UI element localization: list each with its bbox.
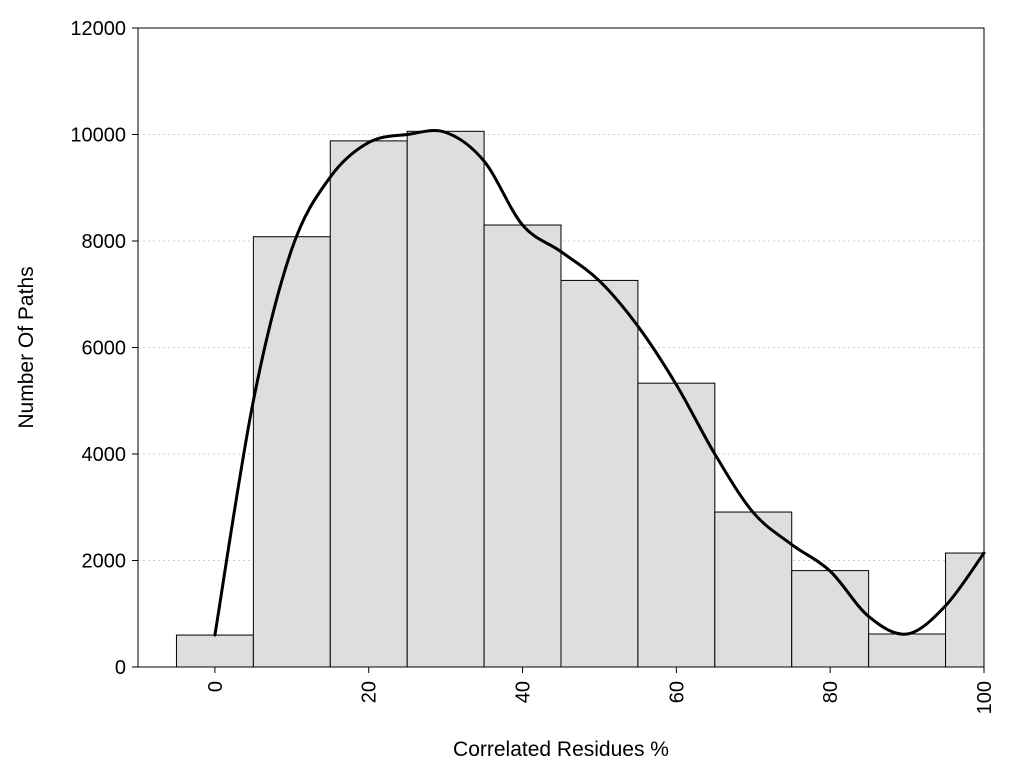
- y-tick-label: 4000: [82, 444, 127, 466]
- histogram-bar: [714, 511, 793, 668]
- y-tick-label: 10000: [70, 125, 126, 147]
- x-tick-label: 40: [513, 681, 535, 703]
- y-tick-label: 0: [115, 657, 126, 679]
- histogram-bar: [791, 570, 870, 668]
- histogram-bar: [329, 140, 408, 668]
- histogram-bar: [175, 634, 254, 668]
- histogram-bar: [483, 224, 562, 668]
- x-tick-label: 80: [820, 681, 842, 703]
- y-axis: 0 2000 4000 6000 8000 10000 12000: [70, 18, 138, 679]
- x-axis: 0 20 40 60 80 100: [205, 667, 996, 714]
- y-tick-label: 6000: [82, 338, 127, 360]
- density-curve: [213, 129, 986, 637]
- x-axis-title: Correlated Residues %: [453, 738, 669, 761]
- histogram-bar: [637, 382, 716, 668]
- curve-layer: [213, 129, 986, 637]
- x-tick-label: 100: [974, 681, 996, 714]
- histogram-bar: [406, 130, 485, 668]
- x-tick-label: 0: [205, 681, 227, 692]
- x-tick-label: 60: [666, 681, 688, 703]
- bars-layer: [175, 130, 985, 668]
- y-tick-label: 2000: [82, 551, 127, 573]
- y-axis-title: Number Of Paths: [15, 266, 38, 428]
- histogram-bar: [868, 633, 947, 668]
- x-tick-label: 20: [359, 681, 381, 703]
- y-tick-label: 12000: [70, 18, 126, 40]
- histogram-bar: [945, 552, 985, 668]
- histogram-bar: [560, 279, 639, 668]
- y-tick-label: 8000: [82, 231, 127, 253]
- histogram-bar: [252, 236, 331, 668]
